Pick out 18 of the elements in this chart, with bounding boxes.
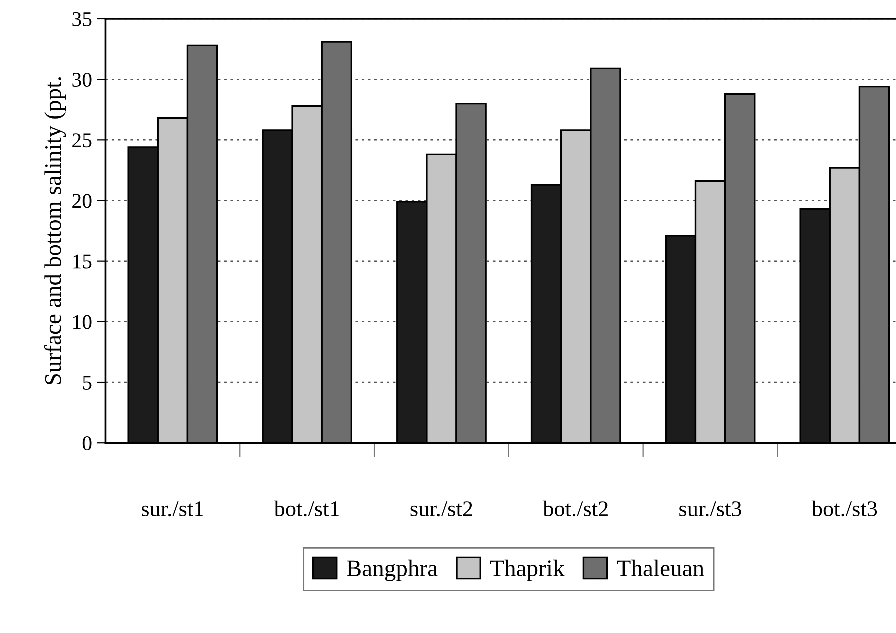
legend-label: Thaprik: [490, 560, 565, 582]
x-tick-label: sur./st2: [410, 502, 472, 517]
y-tick-label: 35: [72, 12, 92, 26]
y-tick-label: 20: [72, 194, 92, 208]
y-tick-label: 30: [72, 72, 92, 88]
y-tick-label: 25: [72, 134, 92, 148]
x-tick-label: sur./st3: [680, 502, 742, 517]
x-tick-label: bot./st2: [543, 500, 608, 517]
y-tick-label: 5: [83, 376, 92, 390]
legend-label: Thaleuan: [617, 560, 704, 577]
legend-label: Bangphra: [347, 560, 438, 582]
x-tick-label: bot./st3: [812, 500, 878, 517]
x-tick-label: bot./st1: [274, 500, 340, 517]
x-tick-label: sur./st1: [142, 502, 204, 517]
y-tick-label: 0: [82, 436, 92, 451]
y-axis-title: Surface and bottom salinity (ppt.: [44, 78, 66, 385]
y-tick-label: 15: [74, 254, 92, 269]
y-tick-label: 10: [74, 315, 92, 330]
